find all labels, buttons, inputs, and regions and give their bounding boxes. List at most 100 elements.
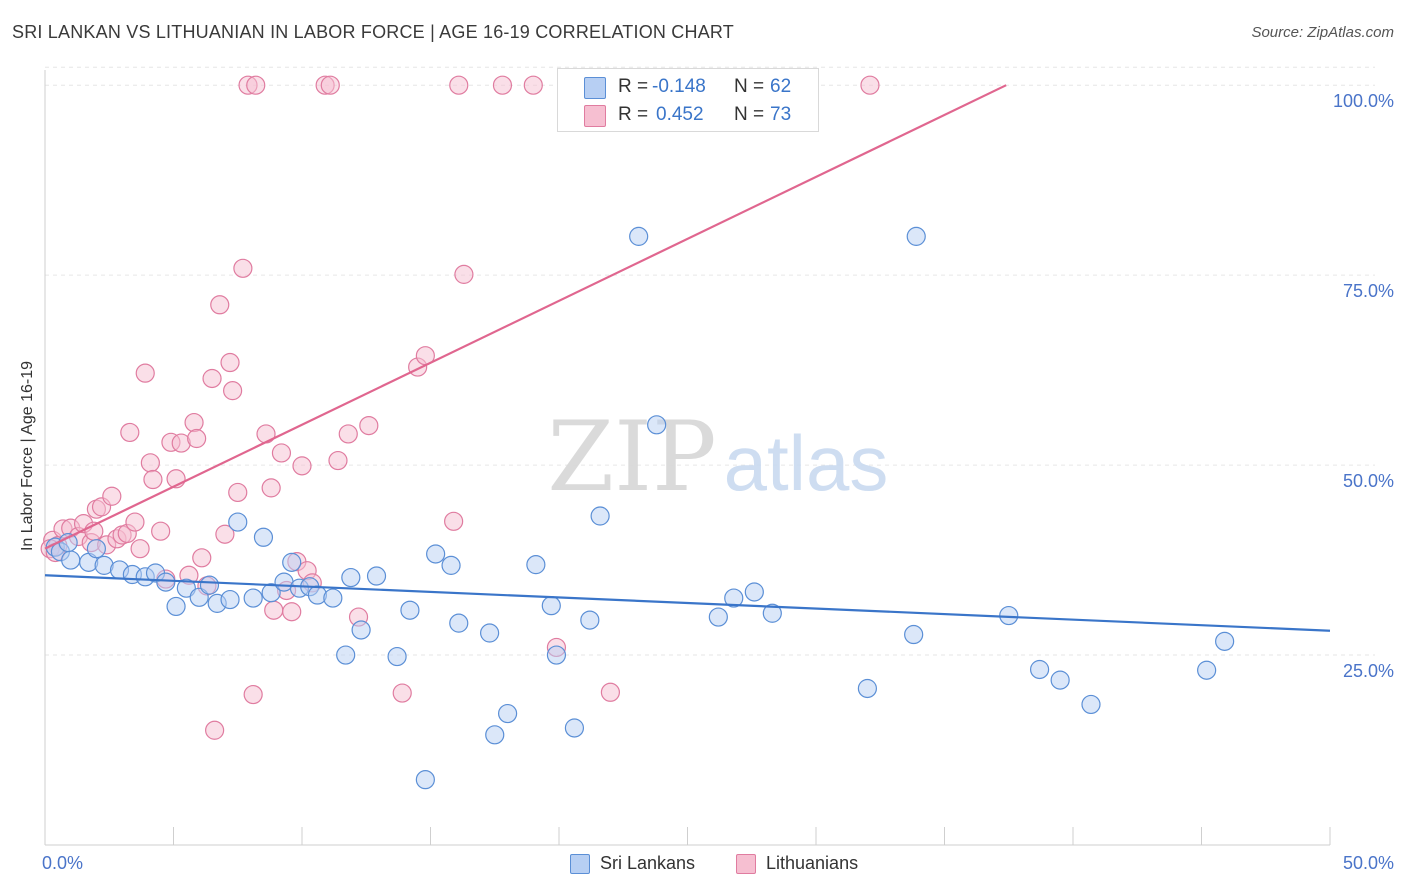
data-point xyxy=(140,453,160,473)
data-point xyxy=(135,363,155,383)
data-point xyxy=(282,602,302,622)
data-point xyxy=(580,610,600,630)
data-point xyxy=(261,583,281,603)
data-point xyxy=(708,607,728,627)
data-point xyxy=(120,422,140,443)
r-label-pink: R = xyxy=(618,104,649,125)
data-point xyxy=(61,550,81,570)
data-point xyxy=(546,645,567,665)
data-point xyxy=(228,512,248,532)
data-point xyxy=(125,512,145,532)
r-value-pink: 0.452 xyxy=(656,104,704,125)
data-point xyxy=(307,585,328,605)
data-point xyxy=(184,412,204,433)
data-point xyxy=(320,75,340,95)
data-point xyxy=(187,428,207,449)
data-point xyxy=(192,548,212,568)
n-value-blue: 62 xyxy=(770,76,792,97)
data-point xyxy=(492,75,513,95)
data-point xyxy=(359,415,379,436)
data-point xyxy=(392,683,412,703)
data-point xyxy=(199,575,220,595)
data-point xyxy=(426,544,446,564)
data-point xyxy=(220,352,240,373)
data-point xyxy=(415,770,435,790)
data-point xyxy=(264,600,284,620)
data-point xyxy=(243,684,263,705)
data-point xyxy=(444,511,464,531)
source-label: Source: ZipAtlas.com xyxy=(1251,24,1394,41)
data-point xyxy=(215,524,235,544)
data-point xyxy=(541,596,561,616)
data-point xyxy=(328,450,348,471)
sri-lankans-points xyxy=(45,226,1235,790)
data-point xyxy=(526,555,546,575)
r-label-blue: R = xyxy=(618,76,649,97)
data-point xyxy=(166,596,186,617)
data-point xyxy=(906,226,926,246)
pink-swatch xyxy=(584,105,606,127)
data-point xyxy=(600,682,621,702)
data-point xyxy=(202,368,222,389)
x-tick-min: 0.0% xyxy=(42,853,84,873)
data-point xyxy=(564,718,585,738)
y-tick-label: 100.0% xyxy=(1332,91,1394,112)
gridlines xyxy=(45,66,1375,656)
data-point xyxy=(253,527,274,547)
y-tick-label: 50.0% xyxy=(1342,471,1394,492)
n-value-pink: 73 xyxy=(770,104,792,125)
data-point xyxy=(366,566,387,586)
data-point xyxy=(210,295,230,315)
data-point xyxy=(243,588,263,608)
data-point xyxy=(102,486,122,506)
data-point xyxy=(400,600,420,620)
data-point xyxy=(220,589,240,610)
data-point xyxy=(629,226,649,246)
data-point xyxy=(1081,694,1101,715)
data-point xyxy=(485,725,505,745)
data-point xyxy=(351,620,371,640)
legend: Sri Lankans Lithuanians xyxy=(0,852,1406,876)
data-point xyxy=(261,478,281,498)
data-point xyxy=(590,506,610,526)
y-tick-label: 25.0% xyxy=(1342,661,1394,682)
n-label-pink: N = xyxy=(734,104,765,125)
n-label-blue: N = xyxy=(734,76,765,97)
data-point xyxy=(1197,660,1217,680)
data-point xyxy=(480,623,500,643)
legend-swatch-pink xyxy=(736,854,756,874)
data-point xyxy=(441,555,461,575)
legend-label-lithuanians: Lithuanians xyxy=(766,853,859,873)
data-point xyxy=(323,588,343,608)
data-point xyxy=(86,539,107,559)
data-point xyxy=(233,258,253,278)
data-point xyxy=(449,75,469,95)
data-point xyxy=(454,264,474,284)
data-point xyxy=(58,532,78,553)
axes xyxy=(44,70,1331,846)
y-tick-label: 75.0% xyxy=(1342,281,1394,302)
watermark: ZIP atlas xyxy=(547,401,888,513)
chart-title: SRI LANKAN VS LITHUANIAN IN LABOR FORCE … xyxy=(12,22,734,42)
data-point xyxy=(1029,659,1050,680)
legend-swatch-blue xyxy=(570,854,590,874)
lithuanians-points xyxy=(40,75,880,740)
r-value-blue: -0.148 xyxy=(652,76,706,97)
data-point xyxy=(762,603,782,623)
data-point xyxy=(246,75,266,95)
data-point xyxy=(498,703,518,724)
data-point xyxy=(205,720,225,740)
data-point xyxy=(860,75,880,95)
data-point xyxy=(449,613,469,633)
trend-line-lithuanians xyxy=(44,84,1007,550)
stats-row-lithuanians: R = 0.452 N = 73 xyxy=(558,100,818,128)
data-point xyxy=(1050,670,1070,690)
watermark-zip: ZIP xyxy=(547,401,716,513)
data-point xyxy=(336,645,356,665)
trend-line-sri-lankans xyxy=(44,574,1331,632)
data-point xyxy=(1215,631,1235,651)
data-point xyxy=(228,482,248,503)
data-point xyxy=(223,381,243,401)
trend-lines xyxy=(44,84,1331,632)
